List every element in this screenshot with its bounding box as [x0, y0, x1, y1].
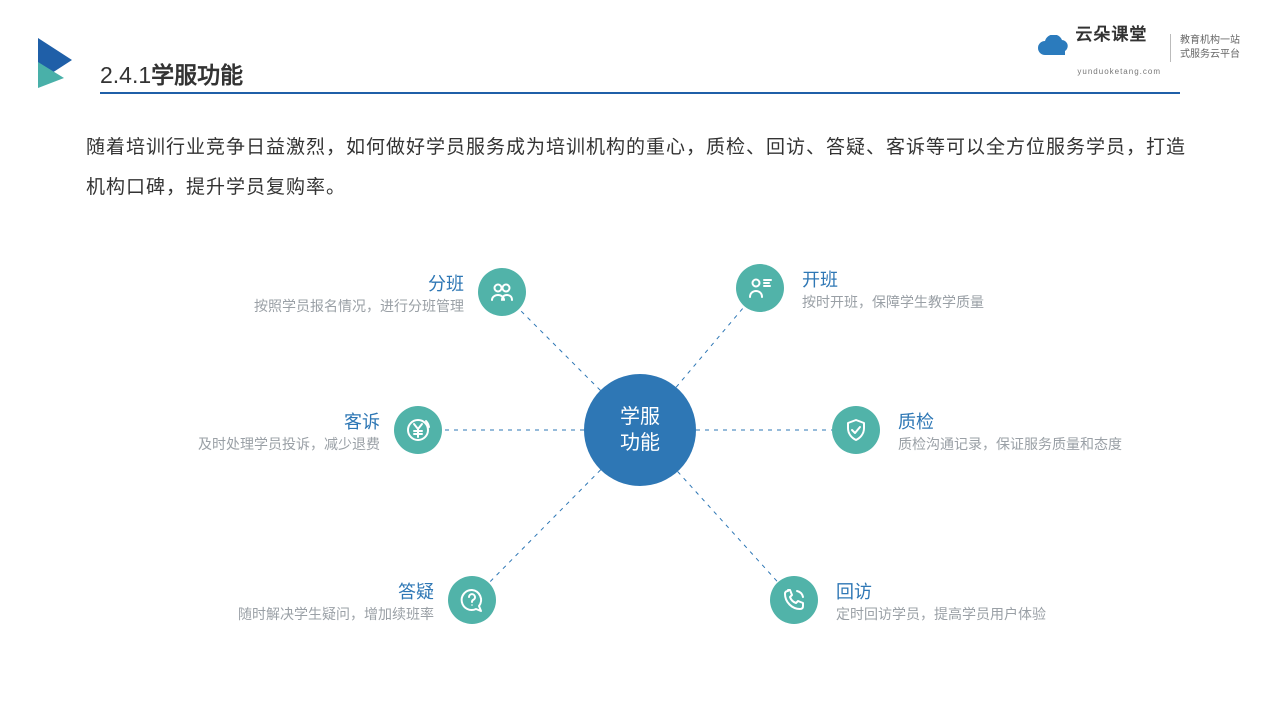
node-kaiban-desc: 按时开班，保障学生教学质量: [802, 292, 984, 312]
cloud-icon: [1037, 35, 1071, 61]
node-kesu-title: 客诉: [344, 408, 380, 434]
brand-tagline: 教育机构一站 式服务云平台: [1180, 34, 1240, 62]
title-strong: 学服功能: [151, 62, 243, 88]
node-zhijian-desc: 质检沟通记录，保证服务质量和态度: [898, 434, 1122, 454]
node-kesu-desc: 及时处理学员投诉，减少退费: [198, 434, 380, 454]
node-kaiban-icon: [736, 264, 784, 312]
node-zhijian-title: 质检: [898, 408, 934, 434]
node-kesu-icon: [394, 406, 442, 454]
logo-separator: [1170, 34, 1171, 62]
node-zhijian-icon: [832, 406, 880, 454]
center-hub: 学服功能: [584, 374, 696, 486]
hub-spoke-diagram: 学服功能 分班按照学员报名情况，进行分班管理客诉及时处理学员投诉，减少退费答疑随时…: [0, 230, 1280, 700]
brand-url: yunduoketang.com: [1077, 67, 1161, 76]
title-underline: [100, 92, 1180, 94]
corner-arrow-icon: [38, 38, 78, 88]
node-dayi-desc: 随时解决学生疑问，增加续班率: [238, 604, 434, 624]
node-huifang-icon: [770, 576, 818, 624]
brand-name: 云朵课堂: [1075, 20, 1161, 45]
node-dayi-title: 答疑: [398, 578, 434, 604]
node-fenban-title: 分班: [428, 270, 464, 296]
node-fenban-desc: 按照学员报名情况，进行分班管理: [254, 296, 464, 316]
section-number: 2.4.1: [100, 62, 151, 88]
node-dayi-icon: [448, 576, 496, 624]
slide-title: 2.4.1学服功能: [100, 56, 1180, 90]
node-kaiban-title: 开班: [802, 266, 838, 292]
slide-description: 随着培训行业竞争日益激烈，如何做好学员服务成为培训机构的重心，质检、回访、答疑、…: [86, 128, 1196, 208]
node-huifang-desc: 定时回访学员，提高学员用户体验: [836, 604, 1046, 624]
brand-logo: 云朵课堂 yunduoketang.com 教育机构一站 式服务云平台: [1037, 28, 1240, 68]
node-huifang-title: 回访: [836, 578, 872, 604]
node-fenban-icon: [478, 268, 526, 316]
